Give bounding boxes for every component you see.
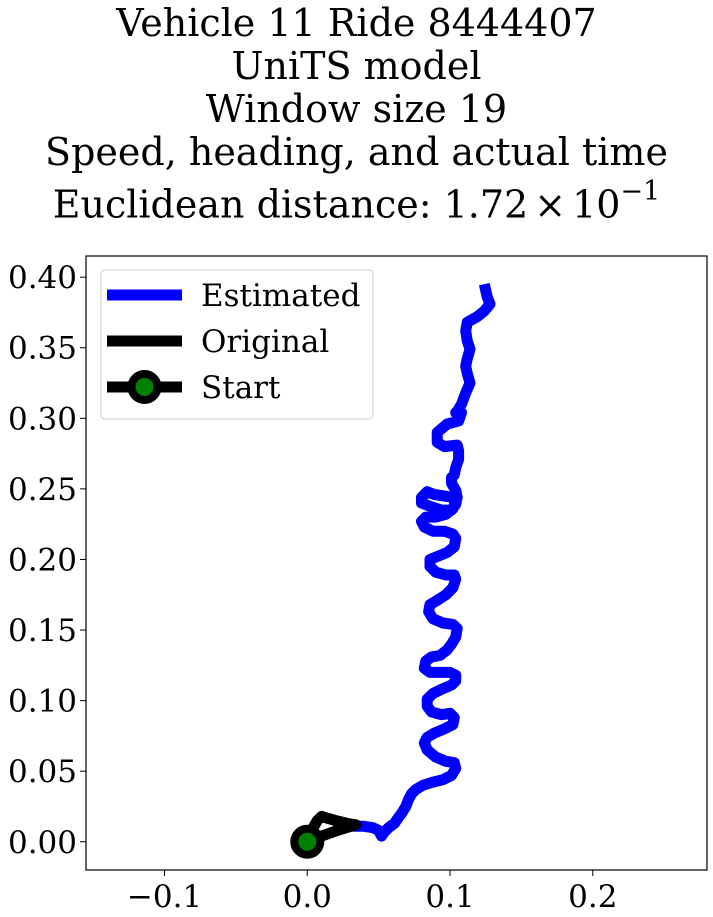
legend-swatch-start-marker <box>127 370 162 404</box>
y-tick-label: 0.35 <box>8 331 77 367</box>
legend-label-estimated: Estimated <box>201 278 360 314</box>
y-tick-label: 0.00 <box>8 825 77 861</box>
y-tick-label: 0.15 <box>8 613 77 649</box>
plot-area <box>290 282 496 859</box>
axes-frame <box>85 255 708 871</box>
title-line-3: Window size 19 <box>205 87 508 131</box>
x-tick-label: 0.1 <box>425 879 474 915</box>
title-distance-prefix: Euclidean distance: <box>52 182 444 227</box>
title-distance-base: 10 <box>572 182 621 227</box>
y-tick-label: 0.25 <box>8 472 77 508</box>
y-tick-label: 0.05 <box>8 754 77 790</box>
title-distance-times: × <box>534 182 567 227</box>
legend-label-start: Start <box>201 370 281 406</box>
title-distance-mantissa: 1.72 <box>443 182 529 227</box>
title-distance-exponent: −1 <box>620 176 661 207</box>
legend-label-original: Original <box>201 324 329 360</box>
chart-title: Vehicle 11 Ride 8444407 UniTS model Wind… <box>0 2 713 227</box>
y-tick-label: 0.20 <box>8 542 77 578</box>
title-line-2: UniTS model <box>231 44 482 88</box>
y-tick-label: 0.30 <box>8 401 77 437</box>
series-line-original <box>302 810 362 847</box>
x-tick-label: 0.0 <box>283 879 332 915</box>
x-tick-label: −0.1 <box>127 879 202 915</box>
title-line-4: Speed, heading, and actual time <box>45 130 668 174</box>
y-tick-label: 0.40 <box>8 260 77 296</box>
axis-ticks: −0.1 0.0 0.1 0.2 0.00 0.05 0.10 0.15 0.20 0.25 0.3… <box>8 260 617 915</box>
x-tick-label: 0.2 <box>568 879 617 915</box>
title-line-1: Vehicle 11 Ride 8444407 <box>116 1 597 45</box>
start-marker <box>290 824 325 859</box>
y-tick-label: 0.10 <box>8 684 77 720</box>
title-line-5: Euclidean distance: 1.72 × 10−1 <box>0 174 713 227</box>
legend: Estimated Original Start <box>100 269 374 420</box>
series-line-estimated <box>333 282 496 842</box>
